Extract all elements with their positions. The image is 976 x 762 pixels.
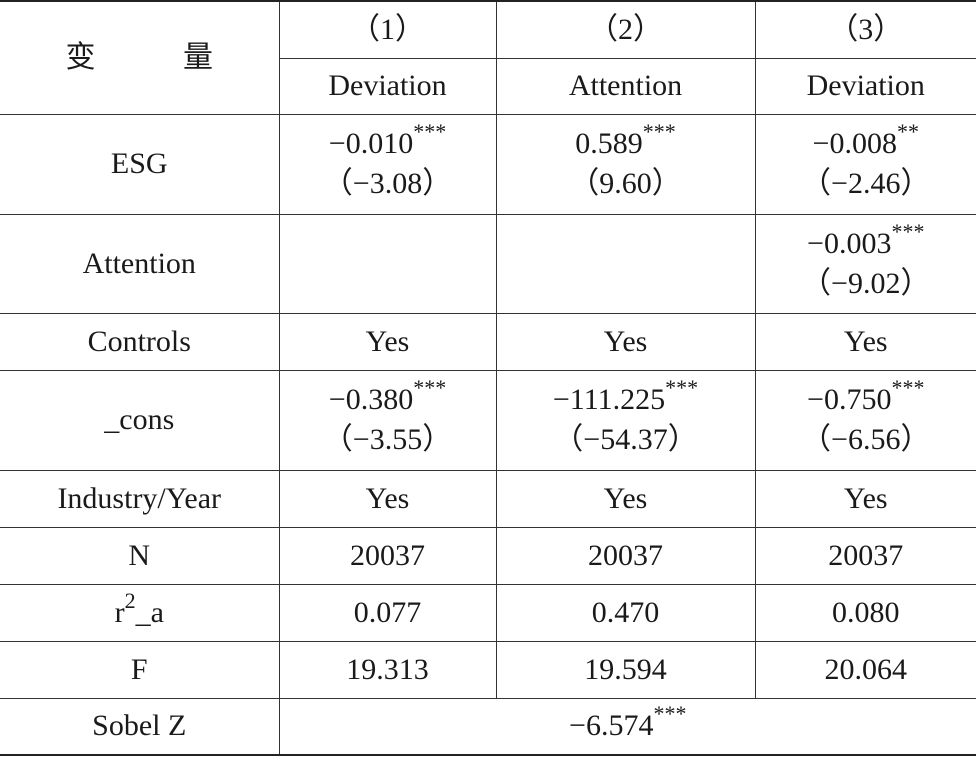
row-label: Industry/Year xyxy=(0,469,280,528)
t-stat: （−54.37） xyxy=(553,423,698,456)
col1-name: Deviation xyxy=(278,57,497,115)
stars: *** xyxy=(891,218,925,244)
t-stat: （−2.46） xyxy=(801,167,931,200)
cell-f-c2: 19.594 xyxy=(495,640,756,699)
row-label: F xyxy=(0,640,280,699)
row-label: N xyxy=(0,526,280,585)
stars: *** xyxy=(642,119,676,144)
header-row-numbers: 变 量 （1） （2） （3） xyxy=(0,0,976,115)
t-stat: （−3.08） xyxy=(322,167,453,200)
coef: −111.225 xyxy=(552,383,666,416)
cell-r2a-c1: 0.077 xyxy=(278,583,497,642)
row-label: Attention xyxy=(0,213,280,314)
row-attention: Attention −0.003*** （−9.02） xyxy=(0,213,976,314)
cell-r2a-c3: 0.080 xyxy=(754,583,976,642)
cell-cons-c3: −0.750*** （−6.56） xyxy=(754,369,976,471)
row-f: F 19.313 19.594 20.064 xyxy=(0,640,976,699)
row-label: ESG xyxy=(0,113,280,215)
row-esg: ESG −0.010*** （−3.08） 0.589*** （9.60） −0… xyxy=(0,113,976,215)
stars: *** xyxy=(413,119,447,144)
cell-cons-c2: −111.225*** （−54.37） xyxy=(495,369,756,471)
row-label: _cons xyxy=(0,369,280,471)
row-r2a: r2_a 0.077 0.470 0.080 xyxy=(0,583,976,642)
variable-header: 变 量 xyxy=(0,0,280,115)
cell-attention-c2 xyxy=(495,213,756,314)
cell-esg-c2: 0.589*** （9.60） xyxy=(495,113,756,215)
col2-number: （2） xyxy=(495,0,756,59)
cell-esg-c3: −0.008** （−2.46） xyxy=(754,113,976,215)
stars: *** xyxy=(891,375,925,400)
cell-sobel: −6.574*** xyxy=(278,697,976,756)
coef: −0.008 xyxy=(812,127,897,160)
row-controls: Controls Yes Yes Yes xyxy=(0,312,976,371)
t-stat: （−9.02） xyxy=(801,266,931,300)
cell-r2a-c2: 0.470 xyxy=(495,583,756,642)
header-row-names: Deviation Attention Deviation xyxy=(0,57,976,115)
coef: −0.750 xyxy=(807,383,892,416)
cell-attention-c1 xyxy=(278,213,497,314)
row-cons: _cons −0.380*** （−3.55） −111.225*** （−54… xyxy=(0,369,976,471)
stars: *** xyxy=(413,375,447,400)
stars: *** xyxy=(653,701,687,727)
t-stat: （9.60） xyxy=(569,167,682,200)
cell-f-c1: 19.313 xyxy=(278,640,497,699)
row-n: N 20037 20037 20037 xyxy=(0,526,976,585)
cell-cons-c1: −0.380*** （−3.55） xyxy=(278,369,497,471)
row-label: Controls xyxy=(0,312,280,371)
coef: −0.003 xyxy=(807,226,892,260)
col3-number: （3） xyxy=(754,0,976,59)
cell-industry-c3: Yes xyxy=(754,469,976,528)
cell-controls-c1: Yes xyxy=(278,312,497,371)
cell-f-c3: 20.064 xyxy=(754,640,976,699)
cell-n-c1: 20037 xyxy=(278,526,497,585)
cell-attention-c3: −0.003*** （−9.02） xyxy=(754,213,976,314)
cell-n-c2: 20037 xyxy=(495,526,756,585)
stars: *** xyxy=(665,375,699,400)
cell-controls-c2: Yes xyxy=(495,312,756,371)
row-label: Sobel Z xyxy=(0,697,280,756)
cell-n-c3: 20037 xyxy=(754,526,976,585)
coef: −0.010 xyxy=(328,127,414,160)
t-stat: （−6.56） xyxy=(801,423,931,456)
row-industry-year: Industry/Year Yes Yes Yes xyxy=(0,469,976,528)
coef: −0.380 xyxy=(328,383,414,416)
stars: ** xyxy=(896,119,919,144)
col3-name: Deviation xyxy=(754,57,976,115)
cell-industry-c2: Yes xyxy=(495,469,756,528)
coef: 0.589 xyxy=(575,127,643,160)
row-sobel: Sobel Z −6.574*** xyxy=(0,697,976,756)
cell-esg-c1: −0.010*** （−3.08） xyxy=(278,113,497,215)
col2-name: Attention xyxy=(495,57,756,115)
cell-controls-c3: Yes xyxy=(754,312,976,371)
coef: −6.574 xyxy=(569,709,654,743)
t-stat: （−3.55） xyxy=(322,423,453,456)
cell-industry-c1: Yes xyxy=(278,469,497,528)
row-label: r2_a xyxy=(0,583,280,642)
col1-number: （1） xyxy=(278,0,497,59)
